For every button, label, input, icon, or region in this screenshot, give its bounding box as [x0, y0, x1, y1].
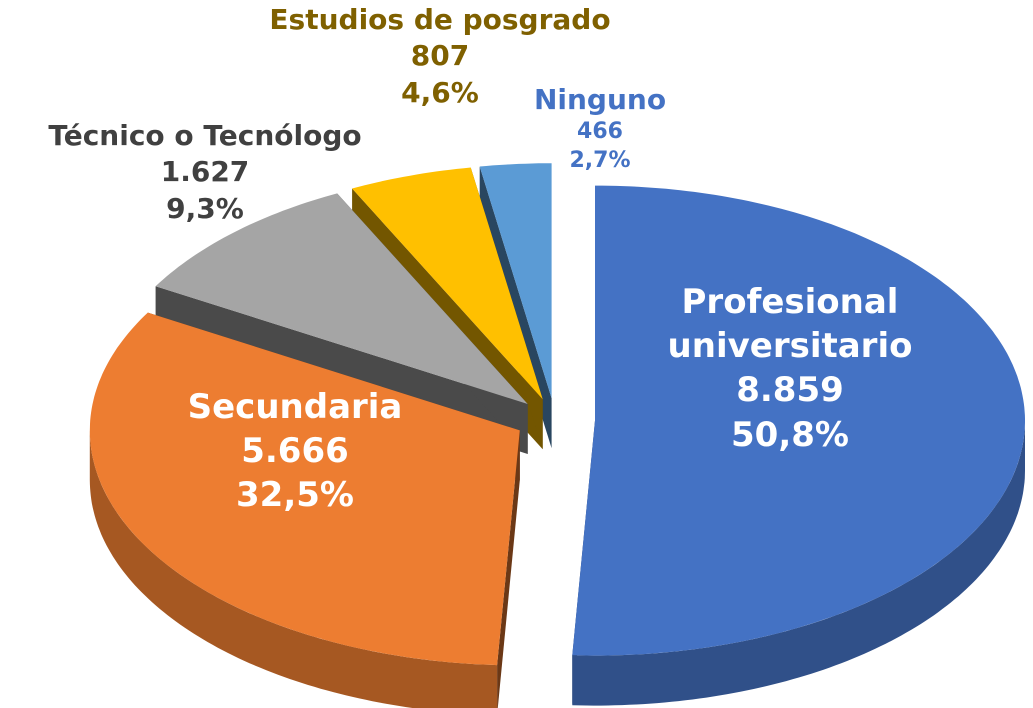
value-label: 466 — [577, 119, 623, 145]
percent-label: 50,8% — [731, 414, 849, 455]
slice — [89, 312, 520, 666]
value-label: 5.666 — [241, 431, 349, 472]
value-label: 807 — [410, 39, 470, 73]
slice-side — [89, 430, 498, 708]
name: Ninguno — [533, 83, 667, 116]
slice — [479, 163, 552, 399]
slice-side — [572, 420, 1025, 706]
name: Técnico o Tecnólogo — [48, 119, 362, 152]
percent-label: 32,5% — [236, 475, 354, 516]
slice-label: Secundaria 5.666 32,5% — [188, 385, 403, 518]
name: Profesional universitario — [667, 282, 913, 367]
name: Secundaria — [187, 387, 403, 427]
name: Estudios de posgrado — [269, 3, 611, 36]
slice — [572, 185, 1025, 656]
slice-cut-face — [497, 430, 520, 708]
percent-label: 2,7% — [569, 147, 631, 173]
value-label: 1.627 — [160, 155, 250, 189]
slice-label: Profesional universitario 8.859 50,8% — [640, 280, 940, 457]
percent-label: 4,6% — [401, 75, 479, 109]
value-label: 8.859 — [736, 370, 844, 411]
slice — [352, 167, 543, 400]
slice-label: Técnico o Tecnólogo 1.627 9,3% — [48, 118, 361, 227]
percent-label: 9,3% — [166, 191, 244, 225]
slice — [155, 193, 528, 404]
slice-label: Estudios de posgrado 807 4,6% — [269, 2, 610, 111]
slice-label: Ninguno 466 2,7% — [534, 82, 666, 176]
